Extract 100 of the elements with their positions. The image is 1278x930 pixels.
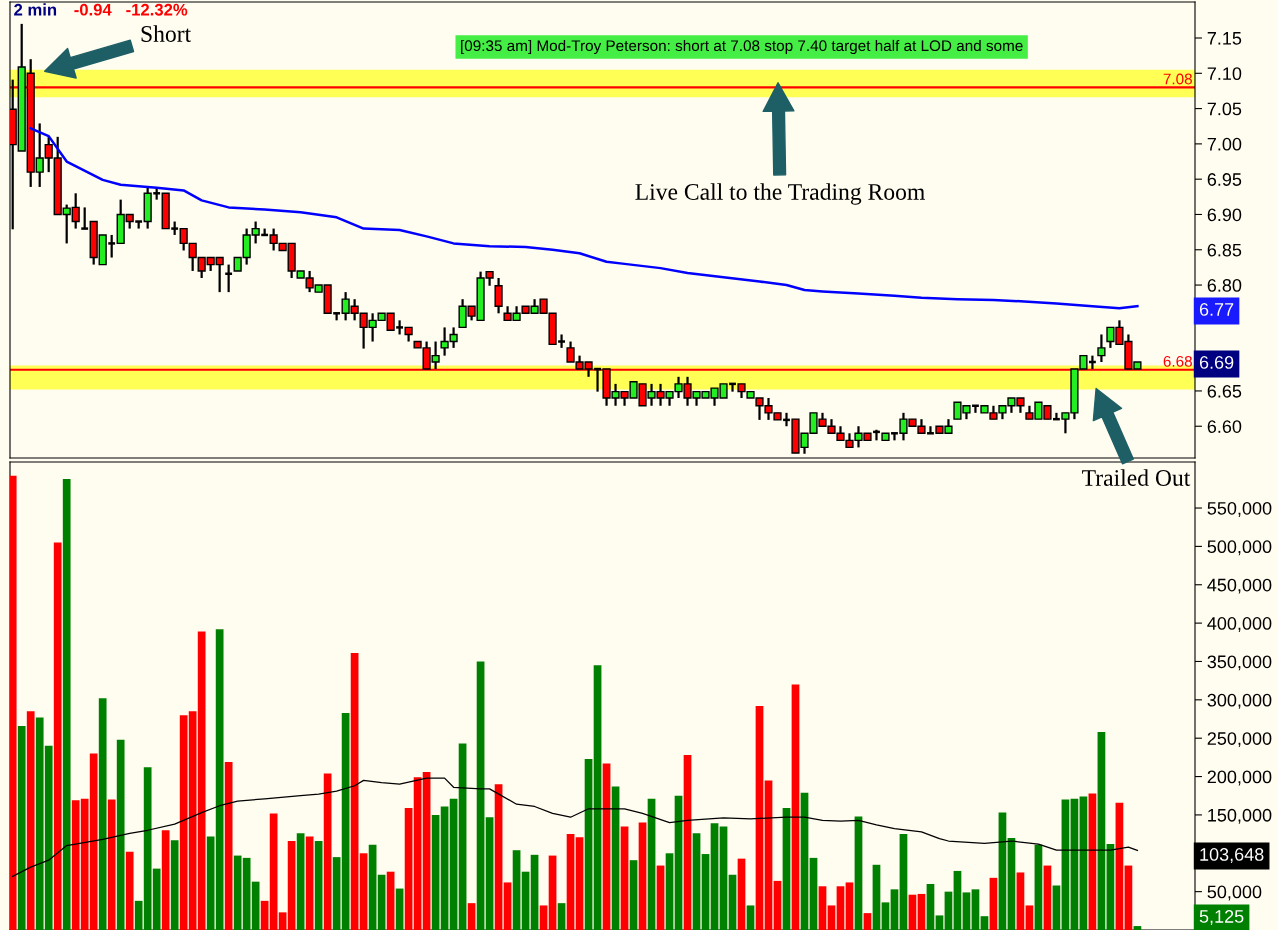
bar [341,712,350,930]
bar [323,773,332,930]
text: 6.77 [1199,303,1234,316]
bar [1070,798,1079,930]
bar [800,792,809,930]
bar [899,834,908,930]
bar [719,826,728,930]
bar [17,725,26,930]
candlestick [494,276,503,315]
bar [467,903,476,930]
y-tick-label: 200,000 [1207,770,1272,786]
bar [494,784,503,930]
bar [989,877,998,930]
bar [1043,865,1052,930]
bar [386,871,395,930]
bar [62,478,71,930]
bar [926,883,935,930]
bar [710,823,719,930]
bar [503,882,512,930]
bar [440,806,449,930]
bar [1034,844,1043,930]
bar [1088,793,1097,930]
bar [674,795,683,930]
y-tick-label: 6.80 [1207,278,1242,292]
y-tick-label: 6.60 [1207,420,1242,433]
bar [10,475,17,930]
bar [611,786,620,930]
annotation: Trailed Out [1082,469,1191,486]
bar [629,860,638,930]
bar [836,886,845,930]
y-tick-label: 350,000 [1207,655,1272,671]
y-tick-label: 300,000 [1207,693,1272,709]
bar [1052,885,1061,930]
chart-title: 2 min [14,3,57,16]
y-tick-label: 6.90 [1207,208,1242,222]
bar [944,891,953,930]
bar [296,833,305,930]
y-tick-label: 6.65 [1207,384,1242,398]
bar [683,755,692,930]
bar [917,893,926,930]
bar [575,837,584,930]
bar [872,864,881,930]
bar [584,758,593,930]
bar [116,739,125,930]
bar [773,880,782,930]
annotation: Live Call to the Trading Room [635,183,925,205]
bar [449,798,458,930]
bar [224,761,233,930]
bar [1097,732,1106,930]
bar [890,889,899,930]
bar [125,851,134,930]
bar [476,661,485,930]
bar [953,870,962,930]
y-tick-label: 6.85 [1207,243,1242,257]
bar [692,833,701,930]
line-series [29,127,1139,310]
bar [782,808,791,930]
annotation: [09:35 am] Mod-Troy Peterson: short at 7.08 stop 7.40 target half at LOD and some [461,39,1023,55]
y-tick-label: 450,000 [1207,578,1272,594]
bar [1025,905,1034,930]
bar [305,836,314,930]
bar [359,853,368,930]
y-tick-label: 400,000 [1207,617,1272,632]
bar [485,817,494,930]
bar [728,874,737,930]
bar [422,771,431,930]
bar [620,826,629,930]
bar [314,841,323,930]
y-tick-label: 250,000 [1207,732,1272,748]
bar [791,684,800,930]
line-series [12,777,1139,877]
bar [809,857,818,930]
bar [26,711,35,930]
bar [1133,926,1142,930]
bar [602,763,611,930]
bar [1124,865,1133,930]
bar [818,886,827,930]
text: 5,125 [1199,910,1244,925]
candlestick [1097,333,1106,364]
y-tick-label: 50,000 [1207,885,1262,901]
bar [962,892,971,930]
bar [332,857,341,930]
ref-line-label: 6.68 [1163,355,1192,367]
bar [98,698,107,930]
bar [701,854,710,930]
bar [737,858,746,930]
text: 103,648 [1200,848,1264,863]
bar [881,902,890,930]
bar [593,665,602,930]
bar [863,913,872,930]
bar [170,840,179,930]
bar [1016,872,1025,930]
ref-line-label: 7.08 [1163,73,1192,85]
candlestick [80,206,90,230]
bar [413,777,422,930]
y-tick-label: 6.95 [1207,173,1242,186]
bar [377,874,386,930]
bar [566,834,575,930]
bar [854,816,863,930]
bar [161,830,170,930]
